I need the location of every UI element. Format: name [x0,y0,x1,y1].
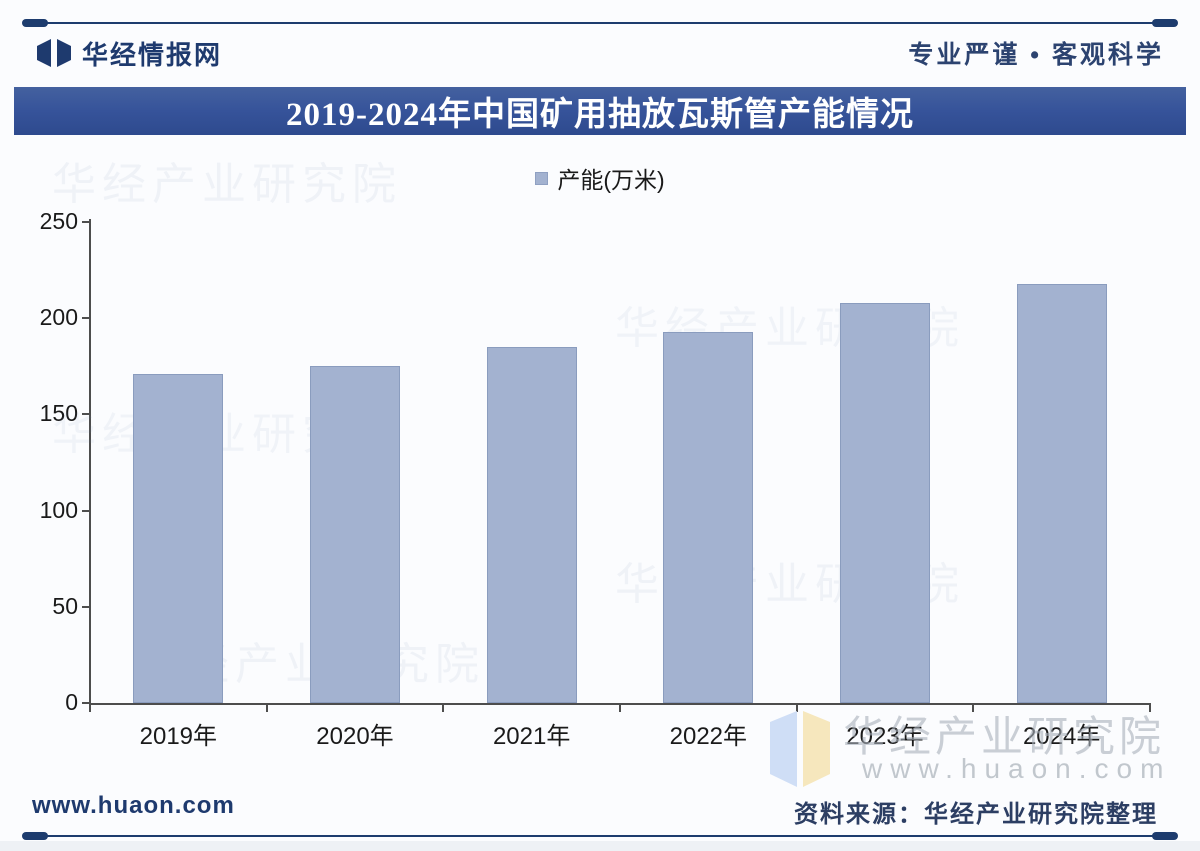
y-tick-mark [82,605,90,608]
watermark-institute-name: 华经产业研究院 [843,713,1166,760]
top-divider-line [22,19,1178,27]
bottom-divider-line [22,832,1178,840]
x-tick-mark [265,704,268,712]
watermark-book-icon [770,711,830,787]
footer-band [0,841,1200,851]
y-tick-label: 100 [39,496,78,523]
legend-swatch-icon [535,171,549,185]
y-tick-mark [82,702,90,704]
x-axis-label: 2021年 [492,723,571,750]
footer-data-source: 资料来源：华经产业研究院整理 [794,802,1158,828]
footer-site-url: www.huaon.com [32,792,235,819]
y-axis [89,219,91,705]
y-tick-label: 50 [52,592,78,619]
legend-label: 产能(万米) [557,167,665,193]
bar-2024年 [1016,283,1107,703]
bar-2021年 [486,347,577,703]
title-banner: 2019-2024年中国矿用抽放瓦斯管产能情况 [14,87,1186,135]
x-tick-mark [795,704,798,712]
chart-legend: 产能(万米) [0,161,1200,195]
bar-2020年 [310,366,400,703]
open-book-logo-icon [37,39,71,67]
divider-left-cap [22,832,48,840]
x-tick-mark [1149,704,1151,712]
x-axis-label: 2019年 [139,723,218,750]
y-tick-label: 0 [65,689,78,715]
x-axis-label: 2024年 [1022,723,1101,750]
x-tick-mark [442,704,445,712]
watermark-site-url: www.huaon.com [862,753,1172,784]
brand-name: 华经情报网 [82,39,223,70]
bar-2023年 [840,302,930,703]
bar-2019年 [133,373,224,703]
divider-left-cap [22,19,48,27]
y-tick-mark [82,413,90,416]
x-axis-label: 2022年 [669,723,748,750]
y-tick-mark [82,221,90,223]
y-tick-mark [82,317,90,320]
x-tick-mark [972,704,975,712]
divider-right-cap [1152,832,1178,840]
y-tick-mark [82,509,90,512]
divider-right-cap [1152,19,1178,27]
y-tick-label: 150 [39,400,78,427]
x-axis-label: 2023年 [846,723,924,750]
x-axis-label: 2020年 [316,723,394,750]
page-title: 2019-2024年中国矿用抽放瓦斯管产能情况 [286,97,914,133]
y-tick-label: 250 [39,208,78,234]
brand: 华经情报网 [36,35,222,72]
x-tick-mark [619,704,621,712]
y-tick-label: 200 [39,304,78,331]
bar-2022年 [663,331,754,703]
x-tick-mark [89,704,91,712]
header-slogan: 专业严谨 • 客观科学 [908,41,1164,69]
header: 华经情报网 专业严谨 • 客观科学 [36,34,1164,72]
